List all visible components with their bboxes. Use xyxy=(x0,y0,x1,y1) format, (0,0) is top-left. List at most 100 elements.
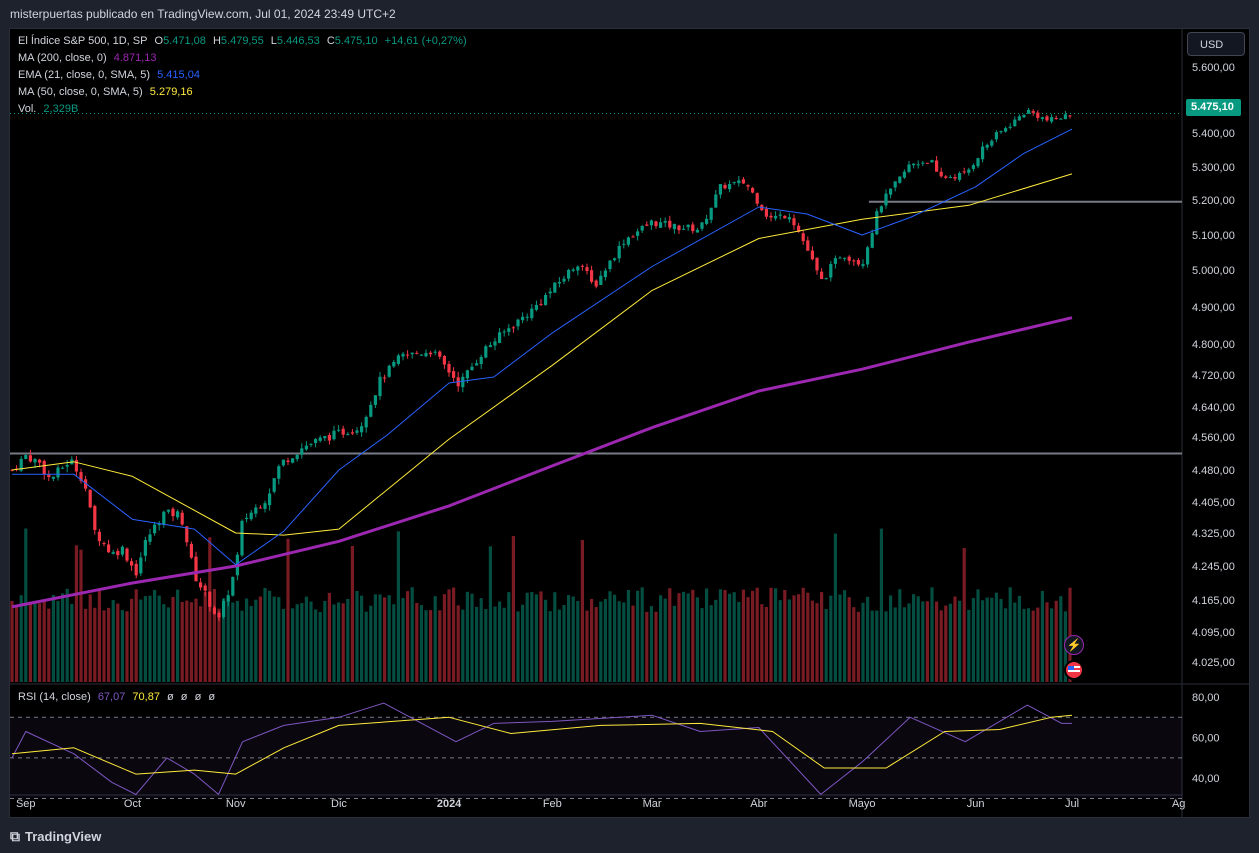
candle-body xyxy=(1008,126,1012,128)
candle-body xyxy=(433,351,437,353)
volume-bar xyxy=(410,587,414,682)
candle-body xyxy=(544,295,548,305)
lightning-icon[interactable]: ⚡ xyxy=(1064,635,1084,655)
volume-bar xyxy=(1040,590,1044,682)
legend-symbol[interactable]: El Índice S&P 500, 1D, SP xyxy=(18,35,148,47)
legend-ma50-row[interactable]: MA (50, close, 0, SMA, 5) 5.279,16 xyxy=(18,86,197,98)
price-tick-label: 5.600,00 xyxy=(1192,62,1235,74)
candle-body xyxy=(649,220,653,226)
volume-bar xyxy=(902,607,906,682)
candle-body xyxy=(277,466,281,479)
volume-bar xyxy=(663,598,667,682)
candle-body xyxy=(852,260,856,262)
volume-bar xyxy=(304,596,308,682)
volume-bar xyxy=(19,595,23,682)
candle-body xyxy=(332,430,336,440)
volume-bar xyxy=(419,605,423,682)
candle-body xyxy=(879,206,883,213)
price-tick-label: 4.405,00 xyxy=(1192,497,1235,509)
legend-ma200-row[interactable]: MA (200, close, 0) 4.871,13 xyxy=(18,52,161,64)
volume-bar xyxy=(1031,610,1035,682)
volume-bar xyxy=(65,588,69,682)
volume-bar xyxy=(180,601,184,682)
candle-body xyxy=(56,467,60,478)
candle-body xyxy=(838,257,842,259)
volume-bar xyxy=(286,538,290,682)
candle-body xyxy=(1045,116,1049,121)
currency-button[interactable]: USD xyxy=(1187,32,1245,56)
candle-body xyxy=(829,264,833,278)
candle-body xyxy=(323,436,327,439)
volume-bar xyxy=(461,609,465,682)
volume-bar xyxy=(755,587,759,682)
candle-body xyxy=(1036,112,1040,118)
volume-bar xyxy=(1022,608,1026,682)
candle-body xyxy=(654,221,658,227)
candle-body xyxy=(866,247,870,265)
volume-bar xyxy=(797,594,801,682)
volume-bar xyxy=(42,600,46,682)
volume-bar xyxy=(406,591,410,682)
candle-body xyxy=(576,266,580,271)
volume-bar xyxy=(971,598,975,682)
ma200-line xyxy=(11,316,1073,609)
volume-bar xyxy=(659,595,663,682)
volume-bar xyxy=(493,606,497,682)
candle-body xyxy=(1013,119,1017,127)
candle-body xyxy=(567,269,571,279)
volume-bar xyxy=(507,592,511,682)
candle-body xyxy=(843,257,847,259)
candle-body xyxy=(769,215,773,218)
candle-body xyxy=(962,171,966,173)
rsi-legend[interactable]: RSI (14, close) 67,07 70,87 ø ø ø ø xyxy=(18,691,215,703)
candle-body xyxy=(778,214,782,216)
volume-bar xyxy=(61,593,65,682)
chart-frame[interactable] xyxy=(9,28,1250,818)
candle-body xyxy=(396,355,400,364)
volume-bar xyxy=(120,610,124,682)
volume-bar xyxy=(314,609,318,682)
volume-bar xyxy=(176,589,180,682)
volume-bar xyxy=(962,547,966,682)
candle-body xyxy=(360,426,364,433)
volume-bar xyxy=(217,608,221,682)
volume-bar xyxy=(235,600,239,682)
us-flag-icon[interactable] xyxy=(1064,660,1084,680)
candle-body xyxy=(732,182,736,184)
rsi-extra-1: ø xyxy=(167,691,174,703)
time-axis-label: Mayo xyxy=(849,798,876,810)
candle-body xyxy=(898,176,902,183)
volume-bar xyxy=(429,610,433,682)
volume-bar xyxy=(879,528,883,682)
candle-body xyxy=(166,509,170,512)
candle-body xyxy=(585,267,589,272)
candle-body xyxy=(249,512,253,520)
candle-body xyxy=(171,508,175,517)
candle-body xyxy=(916,164,920,166)
volume-bar xyxy=(925,601,929,682)
volume-bar xyxy=(741,589,745,682)
candle-body xyxy=(1022,115,1026,118)
candle-body xyxy=(603,270,607,278)
candle-body xyxy=(783,215,787,219)
legend-vol-value: 2,329B xyxy=(43,103,79,115)
volume-bar xyxy=(258,596,262,682)
candle-body xyxy=(125,548,129,561)
candle-body xyxy=(728,183,732,190)
candle-body xyxy=(189,543,193,558)
legend-ema21-row[interactable]: EMA (21, close, 0, SMA, 5) 5.415,04 xyxy=(18,69,204,81)
candle-body xyxy=(797,225,801,232)
volume-bar xyxy=(852,607,856,682)
volume-bar xyxy=(838,594,842,682)
volume-bar xyxy=(162,604,166,682)
candle-body xyxy=(994,132,998,140)
time-axis-label: Oct xyxy=(124,798,141,810)
candle-body xyxy=(746,185,750,187)
candle-body xyxy=(507,328,511,332)
legend-vol-row[interactable]: Vol. 2,329B xyxy=(18,103,82,115)
tradingview-logo[interactable]: ⧉ TradingView xyxy=(10,828,101,845)
volume-bar xyxy=(79,549,83,682)
volume-bar xyxy=(640,587,644,682)
candle-body xyxy=(97,531,101,542)
